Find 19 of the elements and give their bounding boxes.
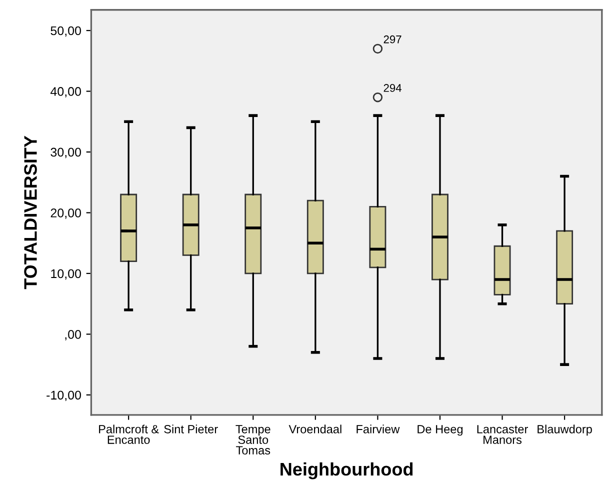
y-tick-label: -10,00 bbox=[46, 390, 81, 402]
x-tick-label: Tempe Santo Tomas bbox=[236, 425, 270, 455]
y-tick-label: 10,00 bbox=[51, 269, 81, 280]
y-tick-label: 30,00 bbox=[50, 148, 81, 158]
x-tick-label: Sint Pieter bbox=[164, 424, 218, 434]
x-tick-label: De Heeg bbox=[418, 425, 463, 436]
x-tick-label: Lancaster Manors bbox=[477, 425, 528, 444]
x-axis-title: Neighbourhood bbox=[280, 462, 413, 480]
x-tick-label: Palmcroft & Encanto bbox=[99, 424, 159, 444]
y-tick-label: ,00 bbox=[65, 330, 81, 340]
x-tick-label: Fairview bbox=[356, 424, 400, 434]
x-tick-label: Blauwdorp bbox=[538, 424, 592, 436]
y-tick-label: 50,00 bbox=[50, 26, 81, 37]
y-tick-label: 40,00 bbox=[50, 87, 81, 98]
y-tick-label: 20,00 bbox=[50, 208, 81, 219]
y-axis-title: TOTALDIVERSITY bbox=[24, 136, 37, 290]
annotation: 294 bbox=[384, 84, 402, 92]
x-tick-label: Vroendaal bbox=[288, 424, 342, 434]
annotation: 297 bbox=[384, 35, 402, 44]
